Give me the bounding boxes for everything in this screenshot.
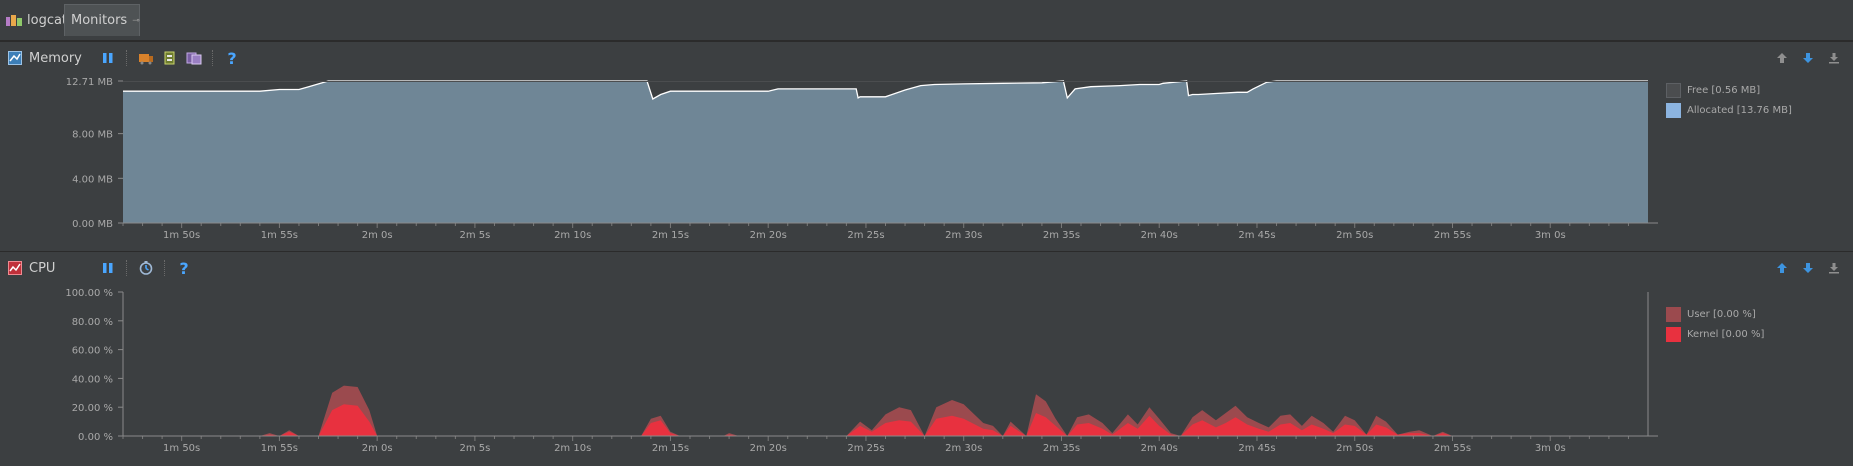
memory-monitor-icon bbox=[8, 51, 22, 65]
memory-legend: Free [0.56 MB] Allocated [13.76 MB] bbox=[1666, 80, 1792, 120]
cpu-chart: 0.00 % 20.00 % 40.00 % 60.00 % 80.00 % 100.00… bbox=[65, 288, 1658, 454]
legend-user-swatch bbox=[1666, 306, 1681, 322]
minimize-icon[interactable] bbox=[1825, 259, 1843, 277]
legend-allocated: Allocated [13.76 MB] bbox=[1666, 100, 1792, 120]
cpu-x-tick-label: 1m 55s bbox=[261, 443, 298, 454]
legend-user-label: User [0.00 %] bbox=[1687, 308, 1756, 320]
toolbar-separator bbox=[212, 50, 214, 66]
memory-x-tick-label: 2m 20s bbox=[750, 230, 787, 241]
tab-monitors[interactable]: Monitors ⊸ bbox=[64, 4, 140, 36]
cpu-y-tick-label: 100.00 % bbox=[65, 288, 113, 299]
cpu-x-tick-label: 2m 0s bbox=[362, 443, 393, 454]
tool-window-tab-bar: logcat Monitors ⊸ bbox=[0, 0, 1853, 41]
move-up-arrow-icon[interactable] bbox=[1773, 259, 1791, 277]
cpu-x-tick-label: 2m 40s bbox=[1141, 443, 1178, 454]
legend-free: Free [0.56 MB] bbox=[1666, 80, 1792, 100]
memory-free-band bbox=[123, 81, 1648, 82]
cpu-y-tick-label: 60.00 % bbox=[72, 346, 113, 357]
memory-x-tick-label: 2m 15s bbox=[652, 230, 689, 241]
memory-help-icon[interactable]: ? bbox=[227, 48, 237, 68]
cpu-x-tick-label: 2m 20s bbox=[750, 443, 787, 454]
cpu-title-label: CPU bbox=[29, 260, 56, 276]
legend-kernel-swatch bbox=[1666, 326, 1681, 342]
cpu-x-tick-label: 2m 15s bbox=[652, 443, 689, 454]
memory-allocated-area bbox=[123, 81, 1648, 223]
cpu-x-tick-label: 2m 10s bbox=[554, 443, 591, 454]
android-logcat-icon bbox=[6, 14, 23, 27]
memory-y-tick-label: 12.71 MB bbox=[66, 77, 113, 88]
memory-x-tick-label: 2m 50s bbox=[1336, 230, 1373, 241]
memory-y-tick-label: 4.00 MB bbox=[72, 174, 113, 185]
cpu-y-tick-label: 20.00 % bbox=[72, 403, 113, 414]
move-down-arrow-icon[interactable] bbox=[1799, 259, 1817, 277]
memory-title-label: Memory bbox=[29, 50, 82, 66]
cpu-legend: User [0.00 %] Kernel [0.00 %] bbox=[1666, 304, 1764, 344]
move-up-arrow-icon[interactable] bbox=[1773, 49, 1791, 67]
memory-x-tick-label: 2m 0s bbox=[362, 230, 393, 241]
cpu-monitor-icon bbox=[8, 261, 22, 275]
minimize-icon[interactable] bbox=[1825, 49, 1843, 67]
cpu-help-icon[interactable]: ? bbox=[179, 258, 189, 278]
cpu-x-tick-label: 1m 50s bbox=[163, 443, 200, 454]
cpu-kernel-area bbox=[123, 404, 1648, 436]
pin-icon[interactable]: ⊸ bbox=[132, 15, 140, 26]
cpu-x-tick-label: 3m 0s bbox=[1535, 443, 1566, 454]
toolbar-separator bbox=[164, 260, 166, 276]
legend-allocated-swatch bbox=[1666, 102, 1681, 118]
start-method-tracing-button[interactable] bbox=[137, 259, 155, 277]
cpu-x-tick-label: 2m 55s bbox=[1434, 443, 1471, 454]
cpu-x-tick-label: 2m 50s bbox=[1336, 443, 1373, 454]
legend-kernel-label: Kernel [0.00 %] bbox=[1687, 328, 1765, 340]
tab-logcat-label: logcat bbox=[27, 12, 68, 28]
memory-x-tick-label: 2m 55s bbox=[1434, 230, 1471, 241]
toolbar-separator bbox=[126, 50, 128, 66]
memory-x-tick-label: 2m 25s bbox=[847, 230, 884, 241]
memory-x-tick-label: 2m 10s bbox=[554, 230, 591, 241]
move-down-arrow-icon[interactable] bbox=[1799, 49, 1817, 67]
memory-monitor-title: Memory bbox=[0, 51, 96, 66]
memory-x-tick-label: 2m 40s bbox=[1141, 230, 1178, 241]
cpu-x-tick-label: 2m 5s bbox=[459, 443, 490, 454]
memory-chart: 0.00 MB 4.00 MB 8.00 MB 12.71 MB 1m 50s 1m 5… bbox=[66, 77, 1658, 241]
toolbar-separator bbox=[126, 260, 128, 276]
memory-y-tick-label: 0.00 MB bbox=[72, 219, 113, 230]
cpu-x-tick-label: 2m 30s bbox=[945, 443, 982, 454]
allocation-tracking-button[interactable] bbox=[185, 49, 203, 67]
cpu-x-tick-label: 2m 45s bbox=[1238, 443, 1275, 454]
cpu-y-tick-label: 40.00 % bbox=[72, 374, 113, 385]
cpu-toolbar: CPU ? bbox=[0, 251, 1853, 285]
memory-toolbar: Memory ? bbox=[0, 41, 1853, 75]
memory-chart-panel: 0.00 MB 4.00 MB 8.00 MB 12.71 MB 1m 50s 1m 5… bbox=[0, 74, 1853, 250]
legend-user: User [0.00 %] bbox=[1666, 304, 1764, 324]
cpu-monitor-title: CPU bbox=[0, 261, 96, 276]
memory-x-tick-label: 2m 5s bbox=[459, 230, 490, 241]
cpu-x-tick-label: 2m 35s bbox=[1043, 443, 1080, 454]
dump-java-heap-button[interactable] bbox=[161, 49, 179, 67]
legend-allocated-label: Allocated [13.76 MB] bbox=[1687, 104, 1792, 116]
cpu-y-tick-label: 0.00 % bbox=[78, 432, 113, 443]
legend-free-label: Free [0.56 MB] bbox=[1687, 84, 1761, 96]
memory-y-tick-label: 8.00 MB bbox=[72, 130, 113, 141]
memory-x-tick-label: 2m 35s bbox=[1043, 230, 1080, 241]
memory-x-tick-label: 1m 50s bbox=[163, 230, 200, 241]
memory-x-tick-label: 2m 30s bbox=[945, 230, 982, 241]
initiate-gc-button[interactable] bbox=[137, 49, 155, 67]
pause-cpu-button[interactable] bbox=[99, 259, 117, 277]
memory-x-tick-label: 3m 0s bbox=[1535, 230, 1566, 241]
tab-monitors-label: Monitors bbox=[71, 13, 128, 28]
cpu-y-tick-label: 80.00 % bbox=[72, 317, 113, 328]
memory-x-tick-label: 2m 45s bbox=[1238, 230, 1275, 241]
cpu-chart-panel: 0.00 % 20.00 % 40.00 % 60.00 % 80.00 % 100.00… bbox=[0, 284, 1853, 462]
legend-free-swatch bbox=[1666, 82, 1681, 98]
tab-logcat[interactable]: logcat bbox=[0, 4, 68, 36]
legend-kernel: Kernel [0.00 %] bbox=[1666, 324, 1764, 344]
pause-memory-button[interactable] bbox=[99, 49, 117, 67]
cpu-x-tick-label: 2m 25s bbox=[847, 443, 884, 454]
memory-x-tick-label: 1m 55s bbox=[261, 230, 298, 241]
